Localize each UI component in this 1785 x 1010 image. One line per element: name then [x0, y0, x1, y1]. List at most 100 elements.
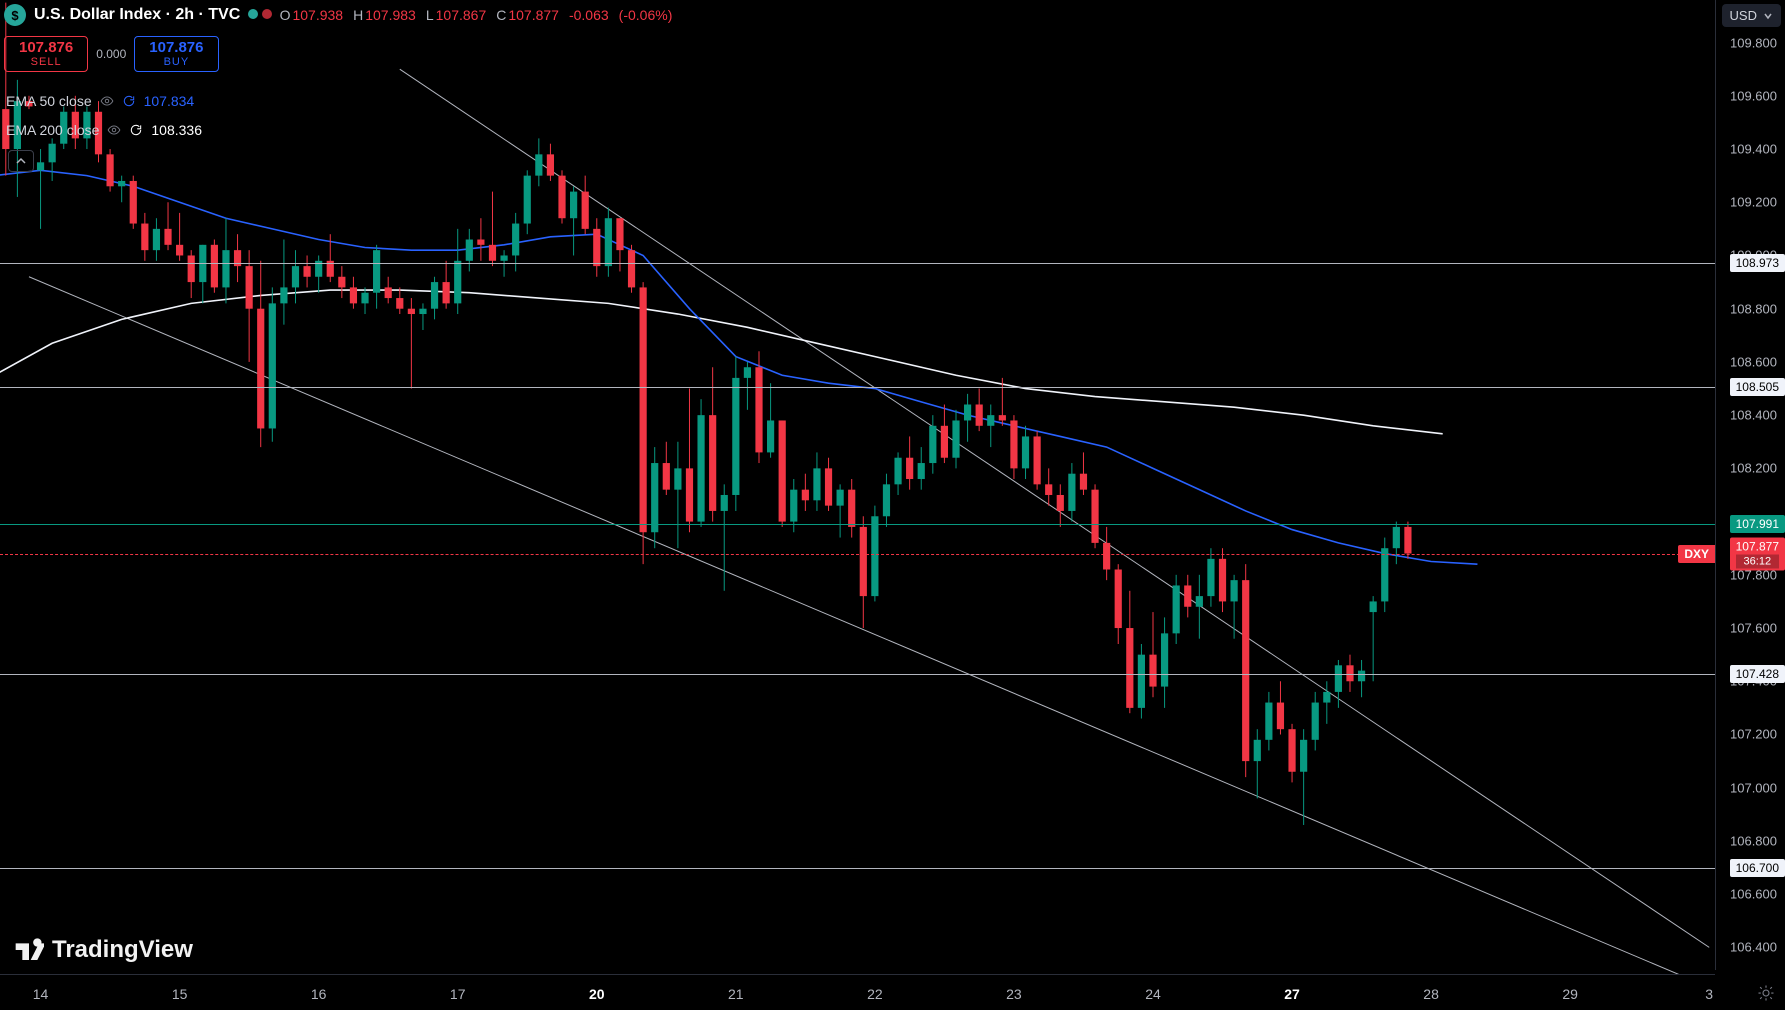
candle-body: [49, 144, 56, 163]
x-axis[interactable]: 1415161720212223242728293: [0, 974, 1715, 1010]
buy-button[interactable]: 107.876 BUY: [134, 36, 218, 72]
horizontal-line[interactable]: [0, 524, 1715, 525]
price-axis-label[interactable]: 107.991: [1730, 515, 1785, 533]
candle-body: [918, 463, 925, 479]
trend-line[interactable]: [400, 69, 1709, 947]
status-dot: [262, 9, 272, 19]
sell-price: 107.876: [19, 39, 73, 56]
candle-body: [500, 255, 507, 260]
candle-body: [524, 176, 531, 224]
candle-body: [246, 266, 253, 309]
candle-body: [1057, 495, 1064, 511]
collapse-indicators-button[interactable]: [8, 150, 34, 172]
candle-body: [292, 266, 299, 287]
candle-body: [408, 309, 415, 314]
candle-body: [269, 303, 276, 428]
symbol-title[interactable]: U.S. Dollar Index · 2h · TVC: [34, 6, 240, 24]
price-axis-label[interactable]: 107.87736:12: [1730, 538, 1785, 571]
sell-label: SELL: [19, 56, 73, 69]
price-axis-label[interactable]: 108.973: [1730, 254, 1785, 272]
eye-icon[interactable]: [100, 94, 114, 108]
currency-value: USD: [1730, 8, 1757, 23]
candle-body: [431, 282, 438, 309]
candle-body: [1091, 490, 1098, 543]
y-axis-tick: 109.600: [1730, 88, 1777, 103]
candle-body: [697, 415, 704, 521]
candle-body: [964, 405, 971, 421]
indicator-row[interactable]: EMA 50 close107.834: [6, 93, 194, 109]
y-axis-tick: 107.600: [1730, 621, 1777, 636]
currency-selector[interactable]: USD: [1722, 4, 1781, 27]
sell-button[interactable]: 107.876 SELL: [4, 36, 88, 72]
candle-body: [570, 192, 577, 219]
candle-body: [628, 250, 635, 287]
price-axis-label[interactable]: 108.505: [1730, 378, 1785, 396]
candle-body: [1173, 585, 1180, 633]
candle-body: [280, 287, 287, 303]
ohlc-c: 107.877: [508, 7, 559, 23]
candle-body: [385, 287, 392, 298]
candle-body: [1312, 703, 1319, 740]
buy-price: 107.876: [149, 39, 203, 56]
price-axis-label[interactable]: 106.700: [1730, 859, 1785, 877]
candle-body: [1103, 543, 1110, 570]
symbol-price-tag: DXY: [1678, 545, 1715, 563]
ohlc-h: 107.983: [365, 7, 416, 23]
candle-body: [952, 420, 959, 457]
price-axis-label[interactable]: 107.428: [1730, 665, 1785, 683]
chart-settings-button[interactable]: [1755, 982, 1777, 1004]
y-axis-tick: 107.200: [1730, 727, 1777, 742]
ohlc-o: 107.938: [292, 7, 343, 23]
ema200-line: [0, 290, 1443, 434]
horizontal-line[interactable]: [0, 554, 1715, 555]
y-axis-tick: 107.000: [1730, 780, 1777, 795]
candle-body: [837, 490, 844, 506]
y-axis[interactable]: 106.400106.600106.800107.000107.200107.4…: [1715, 0, 1785, 970]
reload-icon[interactable]: [122, 94, 136, 108]
x-axis-tick: 20: [589, 986, 605, 1002]
candle-body: [1404, 527, 1411, 554]
candle-body: [709, 415, 716, 511]
candle-body: [338, 277, 345, 288]
candle-body: [118, 181, 125, 186]
candle-body: [1370, 601, 1377, 612]
x-axis-tick: 24: [1145, 986, 1161, 1002]
candle-body: [1358, 671, 1365, 682]
candle-body: [674, 468, 681, 489]
horizontal-line[interactable]: [0, 263, 1715, 264]
candle-body: [164, 229, 171, 245]
candle-body: [141, 224, 148, 251]
eye-icon[interactable]: [107, 123, 121, 137]
chevron-down-icon: [1763, 11, 1773, 21]
candle-body: [732, 378, 739, 495]
candle-body: [1149, 655, 1156, 687]
horizontal-line[interactable]: [0, 387, 1715, 388]
candle-body: [755, 367, 762, 452]
candle-body: [929, 426, 936, 463]
candle-body: [813, 468, 820, 500]
indicator-row[interactable]: EMA 200 close108.336: [6, 122, 202, 138]
candle-body: [582, 192, 589, 229]
candle-body: [535, 154, 542, 175]
reload-icon[interactable]: [129, 123, 143, 137]
candle-body: [234, 250, 241, 266]
candle-body: [767, 420, 774, 452]
x-axis-tick: 22: [867, 986, 883, 1002]
horizontal-line[interactable]: [0, 674, 1715, 675]
candle-body: [1196, 596, 1203, 607]
candle-body: [883, 484, 890, 516]
symbol-badge-icon: $: [4, 4, 26, 26]
countdown-label: 36:12: [1736, 555, 1779, 569]
chevron-up-icon: [15, 155, 27, 167]
candle-body: [1022, 436, 1029, 468]
x-axis-tick: 14: [33, 986, 49, 1002]
candle-body: [1080, 474, 1087, 490]
chart-plot-area[interactable]: [0, 0, 1715, 974]
candle-body: [744, 367, 751, 378]
candle-body: [373, 250, 380, 293]
candle-body: [37, 162, 44, 170]
candle-body: [1010, 420, 1017, 468]
candle-body: [906, 458, 913, 479]
horizontal-line[interactable]: [0, 868, 1715, 869]
trend-line[interactable]: [29, 277, 1709, 974]
